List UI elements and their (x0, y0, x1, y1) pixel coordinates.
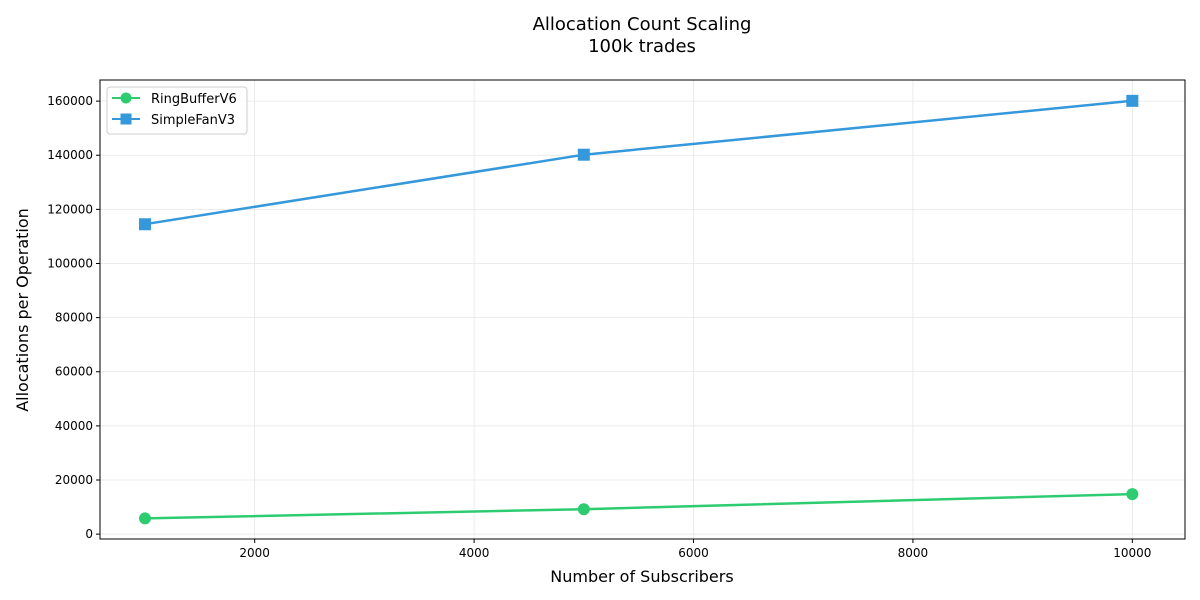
legend-box (106, 86, 248, 135)
y-tick-label: 140000 (47, 148, 93, 162)
x-tick-label: 6000 (678, 546, 709, 560)
x-tick-label: 4000 (459, 546, 490, 560)
y-tick-label: 120000 (47, 202, 93, 216)
y-axis-label: Allocations per Operation (13, 208, 32, 412)
data-point-ringbufferv6 (138, 512, 151, 525)
plot-area-frame (99, 79, 1186, 540)
legend-label-simplefanv3: SimpleFanV3 (151, 113, 235, 128)
series-layer (138, 94, 1139, 525)
x-tick-label: 2000 (239, 546, 270, 560)
x-tick-label: 8000 (898, 546, 929, 560)
data-point-simplefanv3 (138, 218, 151, 231)
x-tick-label: 10000 (1113, 546, 1151, 560)
chart-title: Allocation Count Scaling (533, 14, 752, 35)
grid (100, 80, 1185, 539)
data-point-simplefanv3 (1126, 94, 1139, 107)
series-line-simplefanv3 (144, 99, 1133, 226)
legend-label-ringbufferv6: RingBufferV6 (151, 92, 237, 107)
x-axis-label: Number of Subscribers (550, 567, 733, 586)
legend-marker-simplefanv3 (120, 113, 132, 125)
y-tick-label: 20000 (55, 473, 93, 487)
y-tick-label: 40000 (55, 419, 93, 433)
chart-subtitle: 100k trades (588, 36, 696, 57)
y-tick-label: 80000 (55, 311, 93, 325)
data-point-simplefanv3 (577, 148, 590, 161)
legend: RingBufferV6 SimpleFanV3 (106, 86, 248, 135)
y-tick-label: 0 (85, 527, 93, 541)
data-point-ringbufferv6 (1126, 488, 1139, 501)
y-tick-label: 160000 (47, 94, 93, 108)
y-tick-label: 100000 (47, 256, 93, 270)
y-tick-label: 60000 (55, 365, 93, 379)
series-line-ringbufferv6 (144, 492, 1133, 520)
legend-marker-ringbufferv6 (120, 92, 132, 104)
data-point-ringbufferv6 (577, 503, 590, 516)
ticks: 2000 4000 6000 8000 100000200004000060000800… (47, 94, 1151, 560)
